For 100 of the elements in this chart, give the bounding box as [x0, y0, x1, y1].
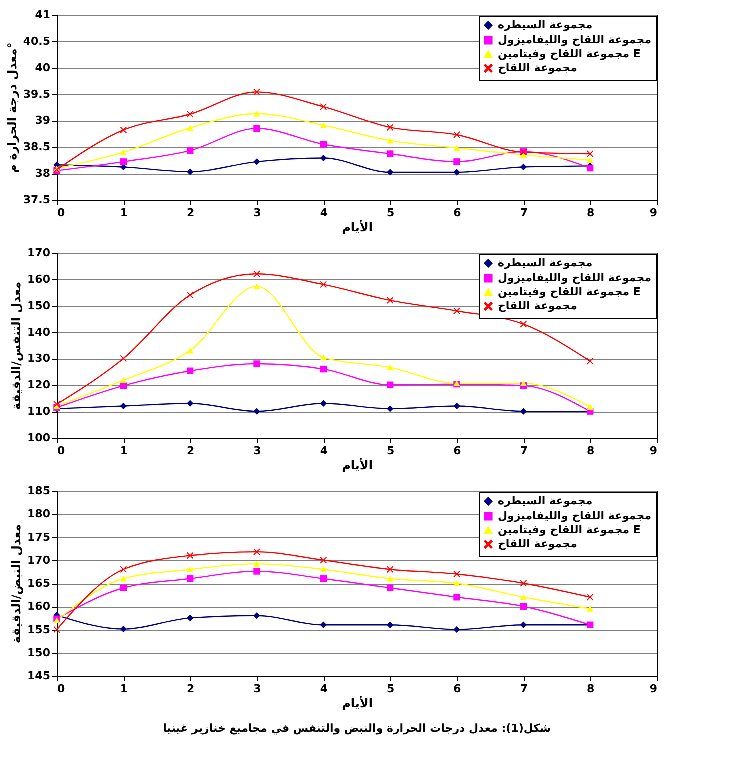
x-tick-label: 8 [587, 206, 595, 220]
point [386, 297, 394, 304]
point [320, 141, 328, 148]
legend-label: مجموعة اللقاح [498, 300, 578, 312]
point [120, 158, 128, 166]
point [120, 402, 128, 410]
x-tick-label: 1 [120, 206, 128, 220]
x-tick-label: 6 [454, 682, 462, 696]
y-tick-label: 38.5 [23, 140, 50, 154]
point [320, 566, 328, 573]
point [454, 594, 460, 601]
y-tick-label: 145 [28, 670, 50, 682]
point [520, 622, 528, 628]
x-tick-label: 3 [254, 682, 262, 696]
point [186, 368, 194, 374]
point [454, 626, 460, 634]
point [186, 168, 194, 176]
point [120, 576, 128, 582]
x-tick-label: 4 [320, 444, 328, 458]
point [320, 557, 328, 564]
point [186, 147, 194, 154]
point [520, 164, 528, 171]
point [120, 566, 128, 573]
point [186, 614, 194, 622]
point [386, 576, 394, 582]
point [186, 576, 194, 582]
y-tick-label: 150 [28, 646, 51, 660]
x-tick-label: 0 [58, 682, 66, 696]
x-tick-label: 9 [650, 682, 658, 696]
point [254, 158, 260, 166]
point [254, 408, 260, 415]
y-tick-label: 140 [28, 326, 51, 339]
point [120, 150, 128, 156]
point [586, 404, 594, 410]
point [186, 552, 194, 560]
x-tick-label: 7 [520, 206, 528, 220]
point [454, 145, 460, 152]
y-tick-label: 41 [35, 8, 50, 22]
x-tick-label: 4 [320, 206, 328, 220]
x-tick-label: 6 [454, 206, 462, 220]
y-tick-label: 160 [28, 600, 51, 614]
legend-label: مجموعة اللقاح والليفاميزول [498, 510, 652, 522]
point [386, 124, 394, 131]
x-tick-label: 0 [58, 444, 66, 458]
point [320, 354, 328, 361]
point [120, 584, 128, 592]
point [520, 580, 528, 587]
point [520, 408, 528, 415]
point [254, 88, 260, 96]
point [254, 125, 260, 132]
legend-label: مجموعة اللقاح وفيتامين E [498, 48, 641, 60]
y-tick-label: 37.5 [23, 194, 50, 206]
y-tick-label: 40.5 [23, 34, 50, 48]
point [254, 284, 260, 290]
point [120, 126, 128, 134]
point [254, 612, 260, 620]
legend-label: مجموعة اللقاح [498, 538, 578, 550]
y-tick-label: 165 [28, 577, 50, 590]
point [320, 104, 328, 110]
point [120, 377, 128, 384]
point [520, 380, 528, 386]
point [254, 561, 260, 567]
point [454, 158, 460, 166]
point [386, 622, 394, 628]
y-tick-label: 180 [28, 508, 51, 521]
x-tick-label: 8 [587, 444, 595, 458]
x-tick-label: 2 [187, 444, 195, 458]
x-tick-label: 3 [254, 206, 262, 220]
point [520, 603, 528, 610]
point [320, 576, 328, 582]
point [386, 406, 394, 412]
y-tick-label: 130 [28, 352, 51, 366]
legend-label: مجموعة السيطرة [498, 256, 593, 270]
y-axis-title: معدل درجة الحرارة م° [5, 42, 20, 174]
point [586, 606, 594, 612]
y-tick-label: 40 [35, 61, 51, 74]
x-tick-label: 4 [320, 682, 328, 696]
point [454, 580, 460, 586]
x-tick-label: 2 [187, 682, 195, 696]
x-tick-label: 3 [254, 444, 262, 458]
legend-label: مجموعة اللقاح وفيتامين E [498, 286, 641, 298]
point [120, 355, 128, 362]
y-tick-label: 100 [28, 432, 51, 444]
y-tick-label: 150 [28, 299, 51, 312]
x-tick-label: 5 [387, 444, 395, 458]
point [320, 154, 328, 162]
point [454, 169, 460, 176]
legend-label: مجموعة اللقاح [498, 62, 578, 74]
legend-label: مجموعة اللقاح والليفاميزول [498, 272, 652, 284]
point [386, 138, 394, 144]
point [186, 400, 194, 407]
point [320, 281, 328, 288]
y-tick-label: 38 [35, 167, 50, 180]
point [454, 308, 460, 314]
x-tick-label: 9 [650, 206, 658, 220]
y-tick-label: 39 [35, 114, 50, 128]
point [386, 150, 394, 158]
point [186, 292, 194, 299]
y-tick-label: 120 [28, 378, 51, 392]
point [254, 360, 260, 368]
